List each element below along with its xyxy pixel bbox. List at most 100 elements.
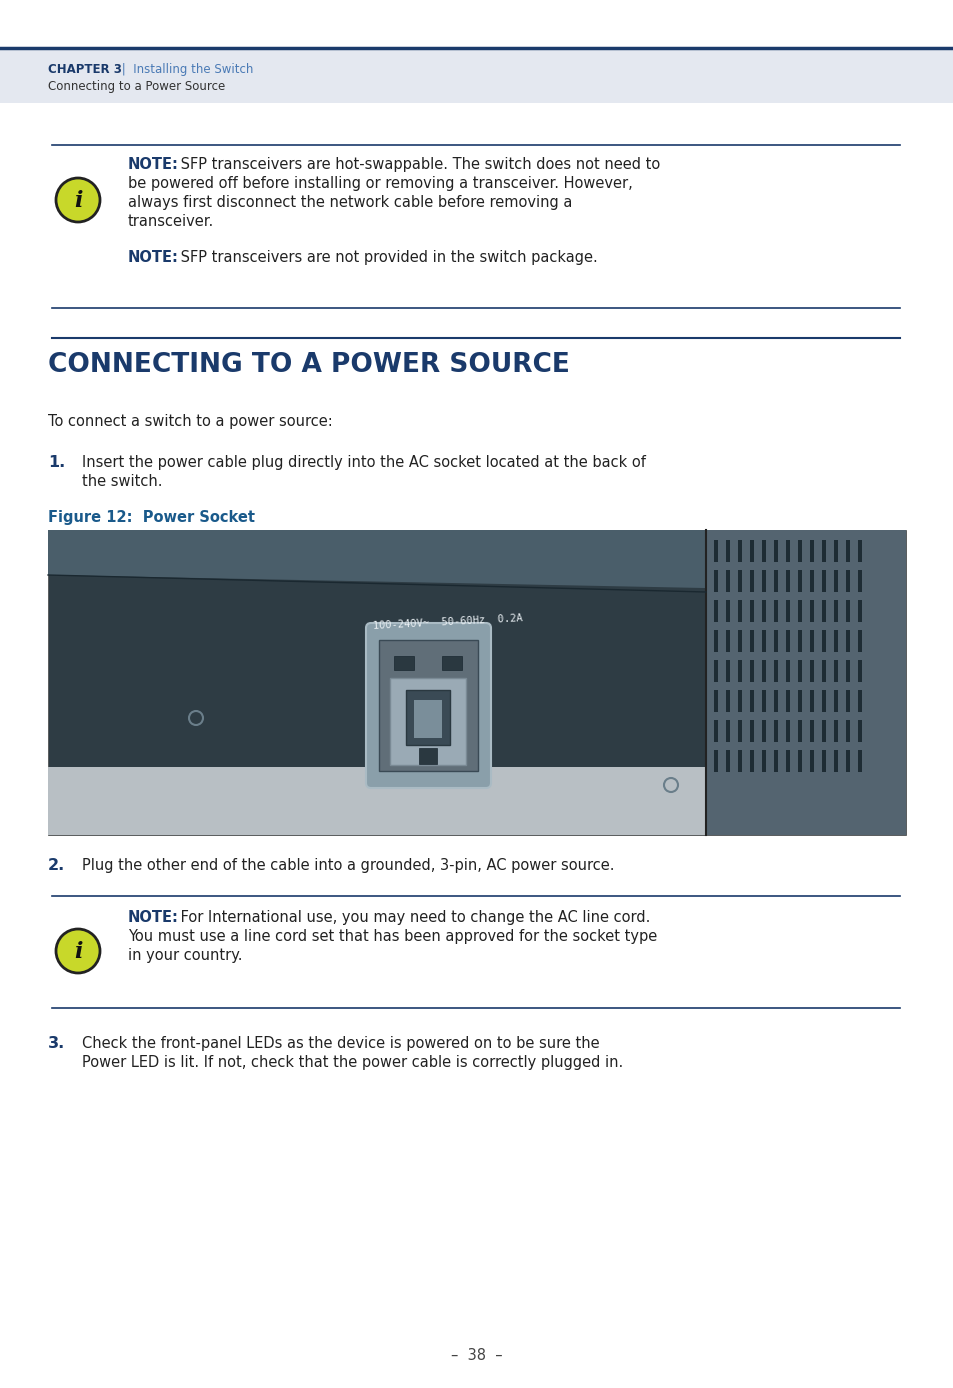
FancyBboxPatch shape bbox=[761, 600, 765, 622]
FancyBboxPatch shape bbox=[725, 690, 729, 712]
Text: i: i bbox=[73, 941, 82, 963]
FancyBboxPatch shape bbox=[738, 570, 741, 593]
FancyBboxPatch shape bbox=[785, 630, 789, 652]
Text: 100-240V~  50-60Hz  0.2A: 100-240V~ 50-60Hz 0.2A bbox=[373, 613, 523, 630]
FancyBboxPatch shape bbox=[833, 750, 837, 772]
FancyBboxPatch shape bbox=[785, 570, 789, 593]
FancyBboxPatch shape bbox=[713, 750, 718, 772]
Circle shape bbox=[56, 178, 100, 222]
FancyBboxPatch shape bbox=[845, 630, 849, 652]
FancyBboxPatch shape bbox=[773, 540, 778, 562]
FancyBboxPatch shape bbox=[725, 570, 729, 593]
FancyBboxPatch shape bbox=[414, 700, 441, 738]
FancyBboxPatch shape bbox=[738, 630, 741, 652]
FancyBboxPatch shape bbox=[418, 748, 436, 763]
FancyBboxPatch shape bbox=[738, 600, 741, 622]
FancyBboxPatch shape bbox=[761, 690, 765, 712]
FancyBboxPatch shape bbox=[785, 540, 789, 562]
FancyBboxPatch shape bbox=[857, 600, 862, 622]
FancyBboxPatch shape bbox=[833, 630, 837, 652]
FancyBboxPatch shape bbox=[845, 690, 849, 712]
FancyBboxPatch shape bbox=[857, 540, 862, 562]
FancyBboxPatch shape bbox=[857, 630, 862, 652]
Text: |  Installing the Switch: | Installing the Switch bbox=[118, 62, 253, 76]
Polygon shape bbox=[48, 530, 905, 593]
FancyBboxPatch shape bbox=[845, 661, 849, 682]
FancyBboxPatch shape bbox=[761, 661, 765, 682]
FancyBboxPatch shape bbox=[833, 570, 837, 593]
FancyBboxPatch shape bbox=[821, 600, 825, 622]
FancyBboxPatch shape bbox=[797, 600, 801, 622]
FancyBboxPatch shape bbox=[0, 49, 953, 103]
FancyBboxPatch shape bbox=[749, 570, 753, 593]
FancyBboxPatch shape bbox=[833, 600, 837, 622]
FancyBboxPatch shape bbox=[725, 600, 729, 622]
FancyBboxPatch shape bbox=[845, 570, 849, 593]
FancyBboxPatch shape bbox=[845, 600, 849, 622]
FancyBboxPatch shape bbox=[797, 570, 801, 593]
Polygon shape bbox=[705, 530, 905, 836]
FancyBboxPatch shape bbox=[378, 640, 477, 770]
FancyBboxPatch shape bbox=[809, 661, 813, 682]
FancyBboxPatch shape bbox=[821, 690, 825, 712]
FancyBboxPatch shape bbox=[773, 750, 778, 772]
FancyBboxPatch shape bbox=[441, 657, 461, 670]
FancyBboxPatch shape bbox=[738, 661, 741, 682]
FancyBboxPatch shape bbox=[809, 750, 813, 772]
FancyBboxPatch shape bbox=[773, 690, 778, 712]
Text: NOTE:: NOTE: bbox=[128, 157, 179, 172]
FancyBboxPatch shape bbox=[797, 750, 801, 772]
FancyBboxPatch shape bbox=[713, 720, 718, 743]
FancyBboxPatch shape bbox=[749, 720, 753, 743]
FancyBboxPatch shape bbox=[785, 720, 789, 743]
Text: the switch.: the switch. bbox=[82, 473, 162, 489]
Text: NOTE:: NOTE: bbox=[128, 911, 179, 924]
Text: –  38  –: – 38 – bbox=[451, 1348, 502, 1363]
FancyBboxPatch shape bbox=[761, 750, 765, 772]
Text: in your country.: in your country. bbox=[128, 948, 242, 963]
Text: Figure 12:  Power Socket: Figure 12: Power Socket bbox=[48, 509, 254, 525]
FancyBboxPatch shape bbox=[785, 600, 789, 622]
FancyBboxPatch shape bbox=[773, 720, 778, 743]
Text: SFP transceivers are not provided in the switch package.: SFP transceivers are not provided in the… bbox=[175, 250, 598, 265]
FancyBboxPatch shape bbox=[833, 690, 837, 712]
FancyBboxPatch shape bbox=[725, 661, 729, 682]
FancyBboxPatch shape bbox=[821, 570, 825, 593]
FancyBboxPatch shape bbox=[797, 630, 801, 652]
FancyBboxPatch shape bbox=[773, 630, 778, 652]
FancyBboxPatch shape bbox=[761, 570, 765, 593]
Text: Plug the other end of the cable into a grounded, 3-pin, AC power source.: Plug the other end of the cable into a g… bbox=[82, 858, 614, 873]
FancyBboxPatch shape bbox=[749, 600, 753, 622]
FancyBboxPatch shape bbox=[713, 600, 718, 622]
FancyBboxPatch shape bbox=[749, 690, 753, 712]
FancyBboxPatch shape bbox=[821, 540, 825, 562]
FancyBboxPatch shape bbox=[785, 750, 789, 772]
FancyBboxPatch shape bbox=[845, 540, 849, 562]
FancyBboxPatch shape bbox=[833, 661, 837, 682]
Circle shape bbox=[56, 929, 100, 973]
FancyBboxPatch shape bbox=[821, 661, 825, 682]
FancyBboxPatch shape bbox=[845, 750, 849, 772]
FancyBboxPatch shape bbox=[406, 690, 450, 745]
Text: For International use, you may need to change the AC line cord.: For International use, you may need to c… bbox=[175, 911, 650, 924]
Text: Insert the power cable plug directly into the AC socket located at the back of: Insert the power cable plug directly int… bbox=[82, 455, 645, 471]
FancyBboxPatch shape bbox=[725, 750, 729, 772]
FancyBboxPatch shape bbox=[761, 630, 765, 652]
FancyBboxPatch shape bbox=[809, 630, 813, 652]
FancyBboxPatch shape bbox=[809, 690, 813, 712]
Polygon shape bbox=[390, 677, 465, 765]
FancyBboxPatch shape bbox=[797, 720, 801, 743]
FancyBboxPatch shape bbox=[366, 623, 491, 788]
FancyBboxPatch shape bbox=[725, 720, 729, 743]
FancyBboxPatch shape bbox=[713, 570, 718, 593]
Text: 2.: 2. bbox=[48, 858, 65, 873]
FancyBboxPatch shape bbox=[857, 661, 862, 682]
FancyBboxPatch shape bbox=[749, 630, 753, 652]
Text: SFP transceivers are hot-swappable. The switch does not need to: SFP transceivers are hot-swappable. The … bbox=[175, 157, 659, 172]
FancyBboxPatch shape bbox=[738, 720, 741, 743]
FancyBboxPatch shape bbox=[713, 661, 718, 682]
FancyBboxPatch shape bbox=[48, 530, 905, 836]
FancyBboxPatch shape bbox=[761, 540, 765, 562]
FancyBboxPatch shape bbox=[738, 690, 741, 712]
FancyBboxPatch shape bbox=[749, 750, 753, 772]
